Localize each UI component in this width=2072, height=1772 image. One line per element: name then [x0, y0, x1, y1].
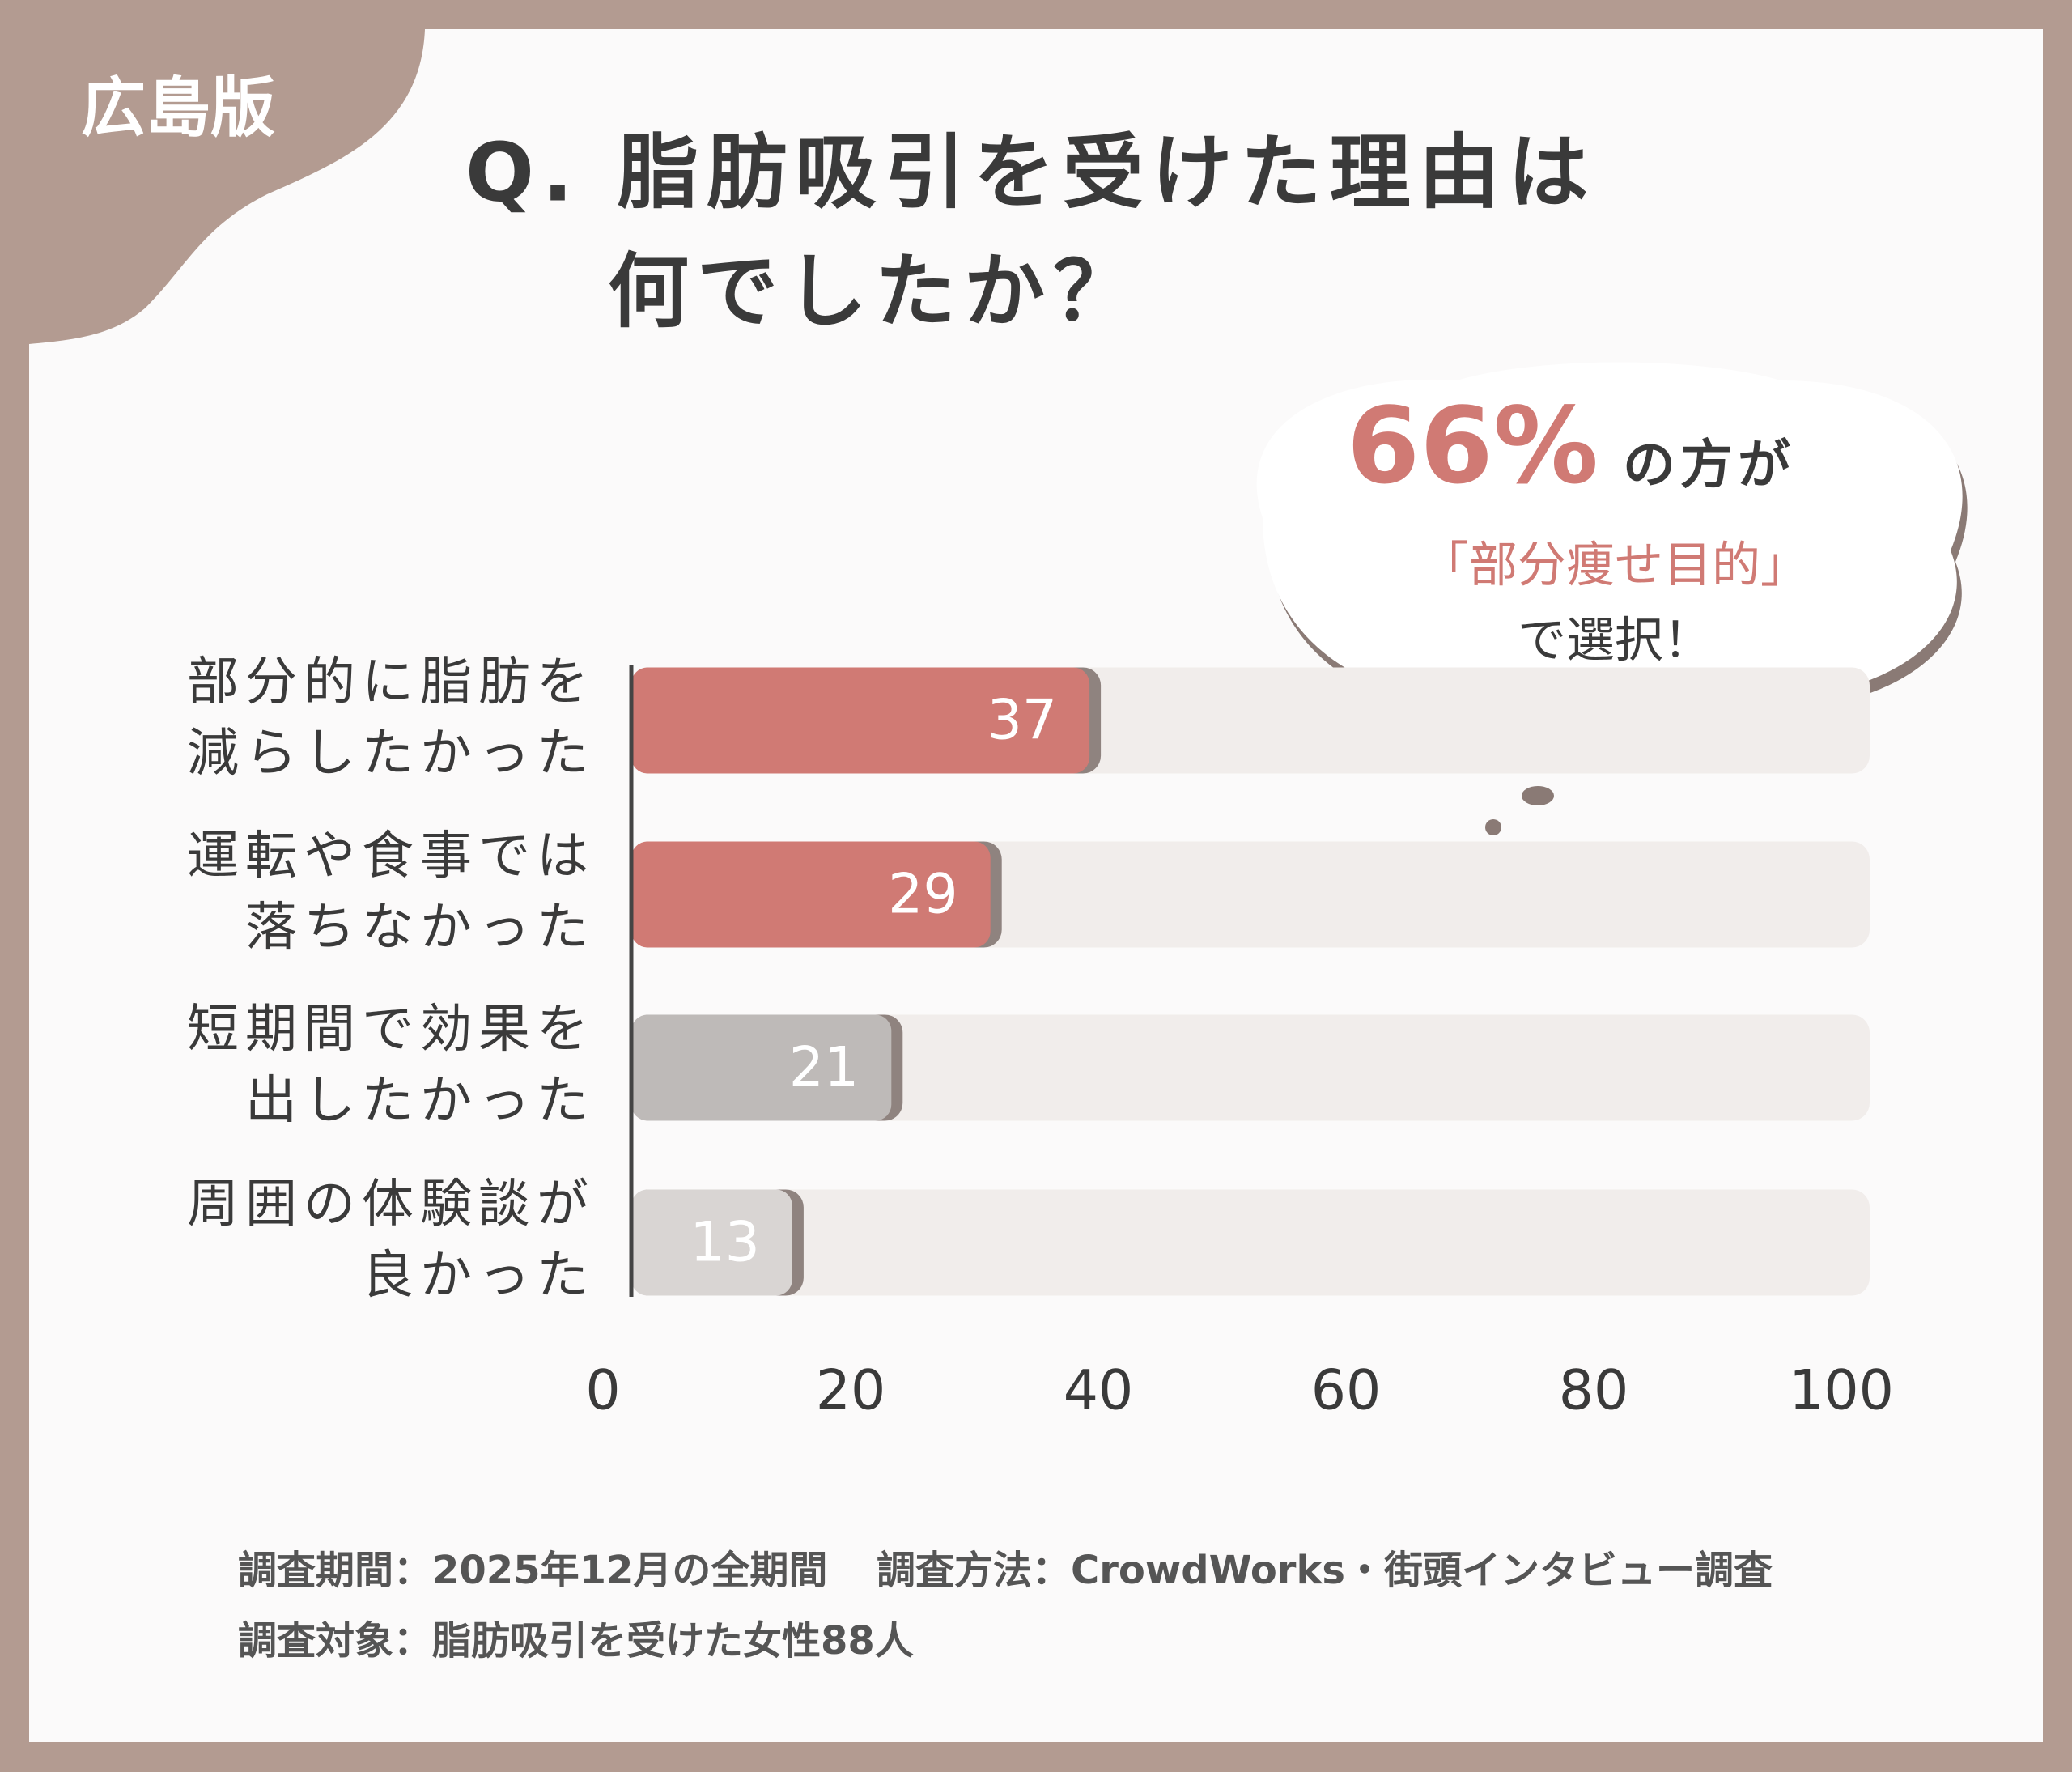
badge-shape	[29, 29, 425, 344]
title-line: 何でしたか？	[608, 244, 1142, 338]
x-tick-label: 20	[816, 1359, 886, 1423]
callout-bubble	[1256, 362, 1963, 745]
value-label: 13	[690, 1211, 760, 1275]
category-label: 運転や食事では落ちなかった	[187, 827, 595, 958]
callout-highlight: 「部分痩せ目的」	[1420, 538, 1809, 594]
callout	[1256, 362, 1968, 835]
plot: 37 部分的に脂肪を減らしたかった 29 運転や食事では落ちなかった 21 短期間で効果を…	[187, 652, 1894, 1423]
bar-track	[631, 1014, 1870, 1121]
category-label: 短期間で効果を出したかった	[187, 1000, 595, 1131]
category-label: 部分的に脂肪を減らしたかった	[187, 652, 595, 784]
title-line: Q. 脂肪吸引を受けた理由は	[465, 125, 1597, 219]
footer-text: 調査方法：CrowdWorks・街頭インタビュー調査	[877, 1548, 1773, 1593]
callout-text: の方が	[1623, 435, 1795, 495]
badge: 広島版	[81, 70, 275, 146]
x-tick-label: 60	[1311, 1359, 1382, 1423]
bar-track	[631, 1189, 1870, 1296]
footer-text: 調査対象：脂肪吸引を受けた女性88人	[238, 1618, 914, 1664]
value-label: 29	[888, 863, 958, 927]
x-tick-label: 0	[585, 1359, 620, 1423]
callout-dot	[1522, 786, 1554, 805]
callout-text: で選択！	[1518, 613, 1712, 669]
bar	[631, 1189, 792, 1296]
bar	[631, 667, 1090, 774]
callout-dot	[1485, 819, 1501, 835]
x-tick-label: 80	[1559, 1359, 1629, 1423]
x-tick-label: 40	[1064, 1359, 1134, 1423]
value-label: 21	[789, 1036, 860, 1100]
value-label: 37	[987, 689, 1058, 753]
bar	[631, 1014, 892, 1121]
x-tick-label: 100	[1789, 1359, 1894, 1423]
callout-percent: 66%	[1347, 385, 1599, 508]
category-label: 周囲の体験談が良かった	[187, 1175, 595, 1306]
bar	[631, 841, 991, 948]
footer-text: 調査期間：2025年12月の全期間	[238, 1548, 827, 1593]
